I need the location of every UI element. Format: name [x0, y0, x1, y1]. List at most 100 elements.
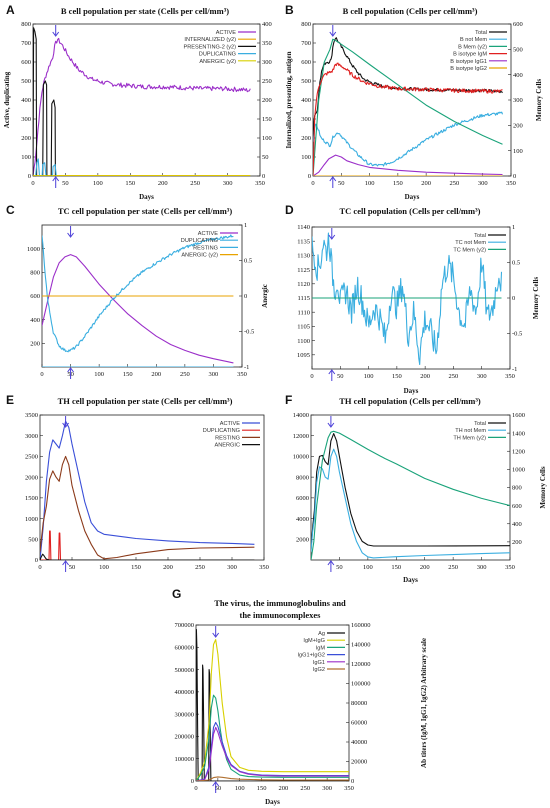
y-tick-label: 600: [21, 59, 31, 66]
y2-tick-label: 0.5: [512, 260, 520, 267]
legend-label: TC Mem (y2): [453, 247, 486, 253]
y2-axis-label: Internalized, presenting, antigen: [285, 51, 293, 148]
y-tick-label: 10000: [293, 454, 309, 461]
y-tick-label: 1000: [25, 516, 38, 523]
legend-label: ANERGIC (y2): [181, 253, 218, 259]
y-tick-label: 1100: [297, 338, 310, 345]
series-line-ag: [196, 628, 349, 781]
y2-tick-label: 0: [244, 293, 247, 300]
arrow-head-top: [52, 31, 60, 37]
legend-label: PRESENTING-2 (y2): [183, 44, 236, 50]
y2-tick-label: -0.5: [512, 331, 522, 338]
y2-tick-label: 140000: [351, 642, 371, 649]
y-tick-label: 600: [301, 59, 311, 66]
legend-label: ACTIVE: [216, 30, 236, 36]
y2-tick-label: 200: [262, 97, 272, 104]
y-tick-label: 0: [35, 557, 38, 564]
series-line-active: [33, 37, 251, 176]
series-line-anergic: [40, 553, 255, 560]
x-tick-label: 300: [477, 564, 487, 571]
y-tick-label: 300: [301, 116, 311, 123]
x-tick-label: 350: [506, 180, 516, 187]
x-tick-label: 150: [131, 564, 141, 571]
y2-tick-label: 60000: [351, 720, 367, 727]
x-tick-label: 0: [194, 785, 197, 792]
y2-tick-label: 100: [262, 135, 272, 142]
x-tick-label: 100: [363, 564, 373, 571]
legend-label: INTERNALIZED (y2): [184, 37, 236, 43]
x-tick-label: 200: [279, 785, 289, 792]
arrow-head-bottom: [52, 176, 60, 182]
x-tick-label: 250: [300, 785, 310, 792]
legend-label: DUPLICATING: [199, 52, 236, 58]
y2-tick-label: 80000: [351, 700, 367, 707]
legend-label: Total: [474, 233, 486, 239]
y-tick-label: 2500: [25, 454, 38, 461]
y-tick-label: 700: [21, 40, 31, 47]
y-tick-label: 500: [21, 78, 31, 85]
arrow-head-top: [212, 632, 220, 638]
arrow-head-bottom: [212, 781, 220, 787]
x-tick-label: 100: [99, 564, 109, 571]
plot-frame: [195, 624, 350, 782]
y2-tick-label: -1: [512, 366, 517, 373]
x-tick-label: 200: [163, 564, 173, 571]
y2-tick-label: 1200: [512, 448, 525, 455]
y-tick-label: 200000: [175, 734, 195, 741]
x-tick-label: 250: [449, 373, 459, 380]
x-axis-label: Days: [265, 798, 280, 806]
y2-tick-label: 200: [512, 539, 522, 546]
x-tick-label: 350: [237, 371, 247, 378]
y-tick-label: 800: [301, 21, 311, 28]
y-tick-label: 400: [21, 97, 31, 104]
x-tick-label: 50: [69, 564, 76, 571]
legend-label: Ag: [318, 631, 325, 637]
series-line-active: [42, 254, 234, 364]
y-tick-label: 500: [28, 536, 38, 543]
series-line-igm-igg: [196, 639, 349, 781]
legend-label: RESTING: [193, 245, 218, 251]
x-tick-label: 350: [259, 564, 269, 571]
y-tick-label: 1125: [297, 267, 310, 274]
series-line-b-isotype-igm: [313, 62, 503, 176]
series-group: [311, 430, 510, 560]
x-tick-label: 200: [421, 180, 431, 187]
arrow-head-bottom: [329, 176, 337, 182]
y2-tick-label: 400: [513, 72, 523, 79]
y2-tick-label: 500: [513, 47, 523, 54]
figure-panels: A B cell population per state (Cells per …: [3, 3, 547, 806]
chart-title: B cell population per state (Cells per c…: [61, 6, 229, 16]
legend-label: TH Mem (y2): [453, 435, 486, 441]
y2-tick-label: 20000: [351, 759, 367, 766]
x-tick-label: 0: [31, 180, 34, 187]
x-tick-label: 0: [311, 180, 314, 187]
x-tick-label: 150: [392, 373, 402, 380]
x-tick-label: 350: [505, 564, 515, 571]
x-tick-label: 350: [255, 180, 265, 187]
x-tick-label: 350: [505, 373, 515, 380]
x-tick-label: 100: [235, 785, 245, 792]
y-tick-label: 100: [21, 154, 31, 161]
legend-label: IgG1: [313, 660, 325, 666]
x-tick-label: 50: [62, 180, 69, 187]
y-tick-label: 1500: [25, 495, 38, 502]
series-line-total: [311, 433, 510, 550]
y-tick-label: 4000: [296, 516, 309, 523]
y-tick-label: 400: [301, 97, 311, 104]
x-tick-label: 0: [38, 564, 41, 571]
x-axis-label: Days: [403, 576, 418, 584]
x-tick-label: 150: [123, 371, 133, 378]
panel-e: E TH cell population per state (Cells per…: [6, 393, 269, 572]
y2-axis-label: Memory Cells: [532, 277, 540, 319]
y2-tick-label: 250: [262, 78, 272, 85]
legend-label: B isotype IgG2: [450, 66, 487, 72]
y-tick-label: 3500: [25, 412, 38, 419]
y-tick-label: 6000: [296, 495, 309, 502]
x-tick-label: 300: [478, 180, 488, 187]
legend-label: DUPLICATING: [203, 428, 240, 434]
y-tick-label: 600: [30, 293, 40, 300]
x-tick-label: 0: [310, 373, 313, 380]
